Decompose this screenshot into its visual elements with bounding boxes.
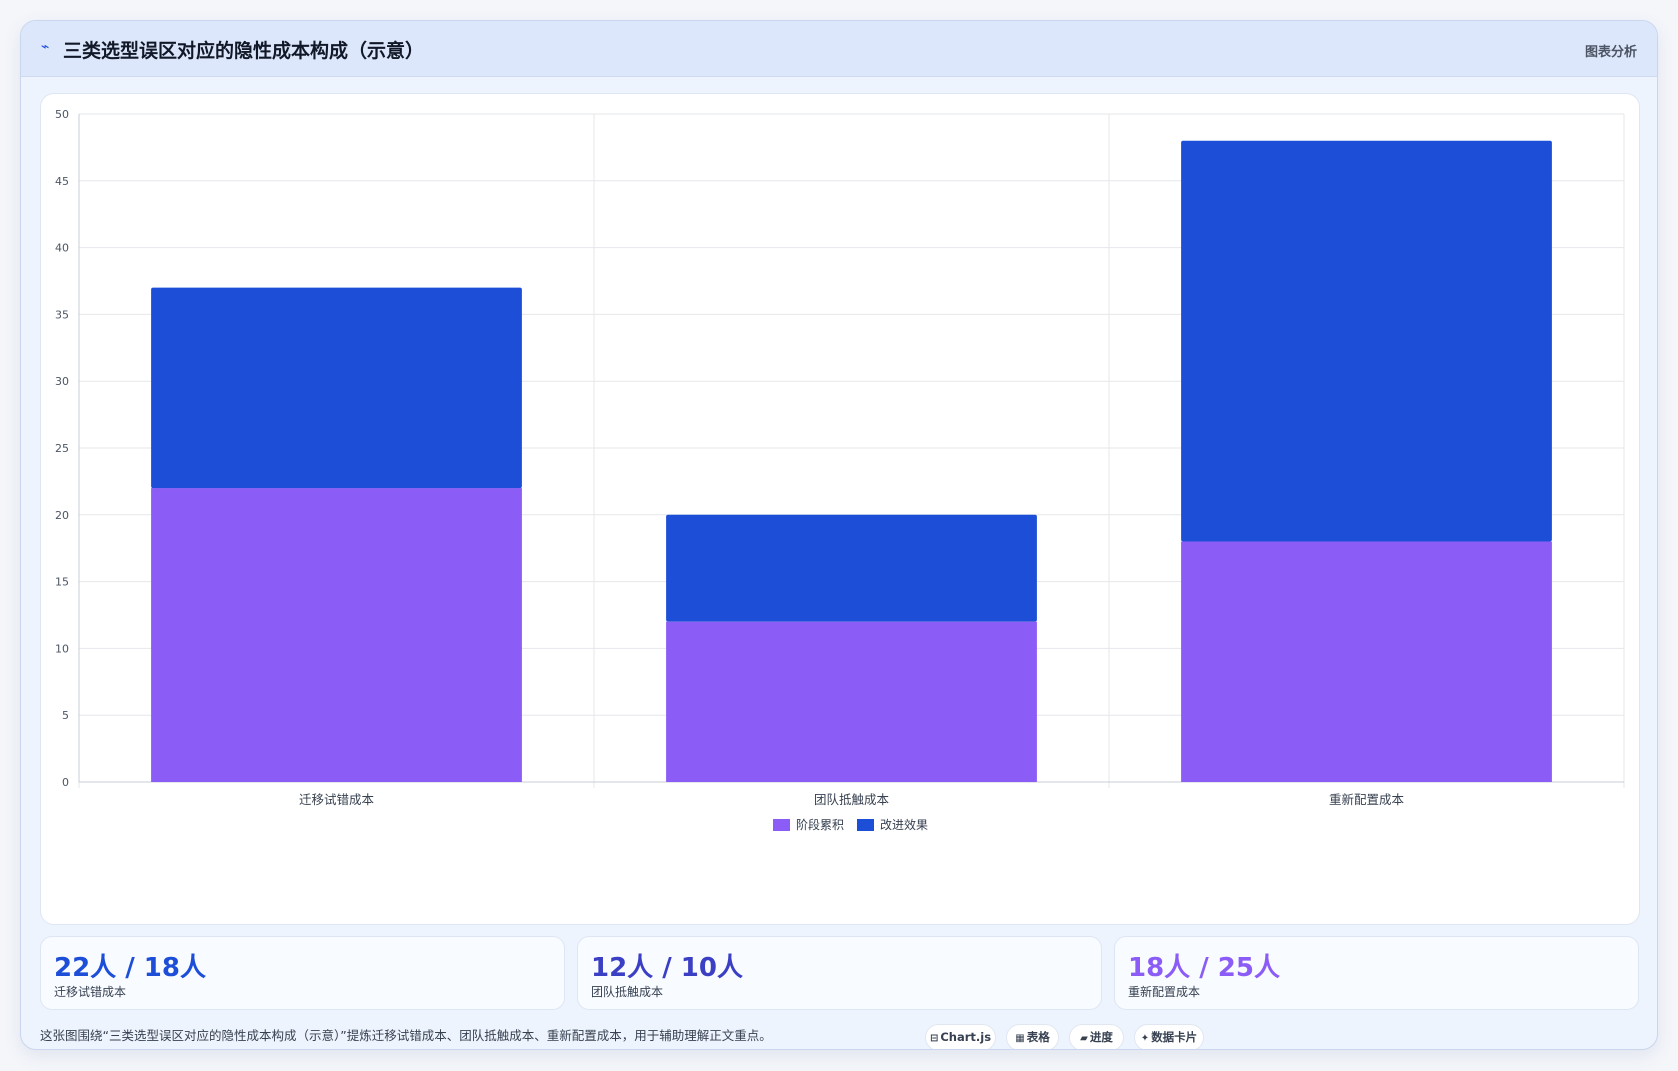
bar-1-1 (666, 514, 1037, 622)
stat-card-1: 12人 / 10人 团队抵触成本 (577, 936, 1102, 1010)
progress-icon: ▰ (1080, 1033, 1088, 1044)
stacked-bar-chart: 0 5 10 15 20 25 30 35 40 45 50 迁移试错成本 团队抵触成本 重新配置成本阶段… (55, 108, 1625, 832)
bar-2-1 (1181, 140, 1552, 542)
chart-panel: 0 5 10 15 20 25 30 35 40 45 50 迁移试错成本 团队抵触成本 重新配置成本阶段… (40, 93, 1640, 925)
stat-card-2: 18人 / 25人 重新配置成本 (1114, 936, 1639, 1010)
tag-label: 表格 (1026, 1030, 1050, 1044)
chart-caption: 这张图围绕“三类选型误区对应的隐性成本构成（示意）”提炼迁移试错成本、团队抵触成… (40, 1028, 772, 1043)
tag-label: 数据卡片 (1151, 1030, 1198, 1044)
bar-0-0 (151, 488, 522, 782)
y-tick-label: 50 (55, 108, 69, 121)
sparkle-icon: ✦ (1140, 1033, 1150, 1044)
tag-data-card[interactable]: ✦ 数据卡片 (1134, 1024, 1204, 1049)
y-tick-label: 40 (55, 242, 69, 255)
bar-1-0 (666, 621, 1037, 782)
chart-title: 三类选型误区对应的隐性成本构成（示意） (63, 40, 425, 62)
tag-chartjs[interactable]: ⊟ Chart.js (925, 1024, 996, 1049)
y-tick-label: 25 (55, 442, 69, 455)
legend-label: 阶段累积 (796, 817, 844, 832)
legend-swatch (773, 819, 790, 831)
x-tick-label: 迁移试错成本 (299, 792, 375, 807)
stat-value: 12人 / 10人 (591, 953, 743, 983)
chart-analysis-link[interactable]: 图表分析 (1584, 45, 1637, 60)
stat-label: 重新配置成本 (1128, 985, 1201, 999)
y-tick-label: 0 (62, 776, 69, 789)
chart-icon: ⊟ (929, 1033, 939, 1044)
stat-value: 22人 / 18人 (54, 953, 206, 983)
tag-progress[interactable]: ▰ 进度 (1069, 1024, 1124, 1049)
card-header: ⌁ 三类选型误区对应的隐性成本构成（示意） 图表分析 (21, 21, 1657, 77)
y-tick-label: 20 (55, 509, 69, 522)
wave-icon: ⌁ (41, 39, 50, 55)
y-tick-label: 45 (55, 175, 69, 188)
y-tick-label: 5 (62, 709, 69, 722)
bar-2-0 (1181, 541, 1552, 782)
tag-label: Chart.js (940, 1030, 992, 1044)
legend-label: 改进效果 (880, 817, 928, 832)
tag-label: 进度 (1089, 1030, 1113, 1044)
stat-label: 团队抵触成本 (591, 985, 664, 999)
legend-swatch (857, 819, 874, 831)
y-tick-label: 10 (55, 642, 69, 655)
y-tick-label: 30 (55, 375, 69, 388)
tag-table[interactable]: ▦ 表格 (1006, 1024, 1059, 1049)
stat-card-0: 22人 / 18人 迁移试错成本 (40, 936, 565, 1010)
chart-card: ⌁ 三类选型误区对应的隐性成本构成（示意） 图表分析 0 5 10 15 20 25 30 3… (20, 20, 1658, 1050)
y-tick-label: 35 (55, 308, 69, 321)
bar-0-1 (151, 287, 522, 489)
x-tick-label: 重新配置成本 (1329, 792, 1405, 807)
y-tick-label: 15 (55, 576, 69, 589)
table-icon: ▦ (1015, 1033, 1025, 1044)
x-tick-label: 团队抵触成本 (814, 792, 890, 807)
stat-label: 迁移试错成本 (54, 985, 127, 999)
stat-value: 18人 / 25人 (1128, 953, 1280, 983)
